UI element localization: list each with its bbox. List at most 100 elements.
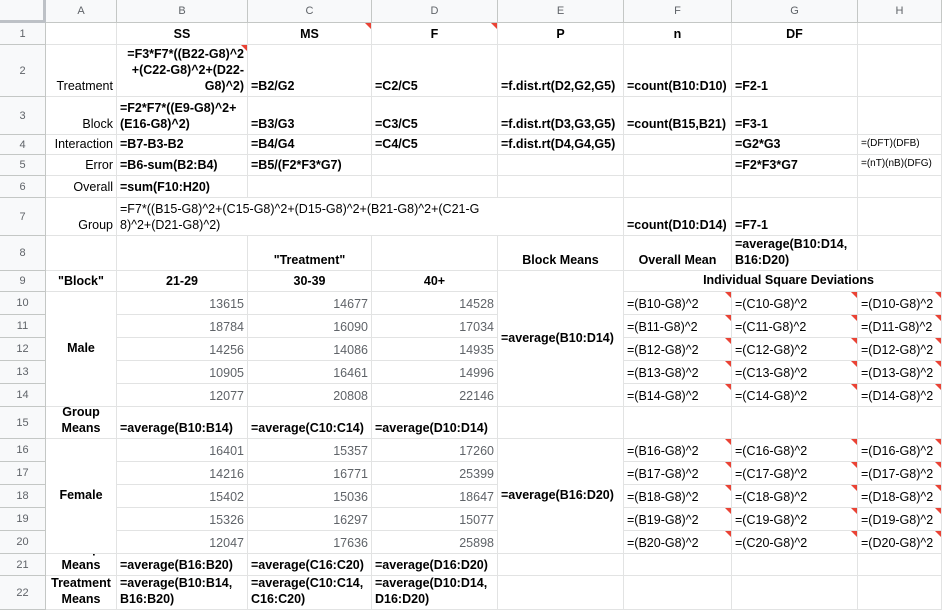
cell-G12[interactable]: =(C12-G8)^2	[732, 338, 858, 361]
cell-C1[interactable]: MS	[248, 23, 372, 45]
cell-B3[interactable]: =F2*F7*((E9-G8)^2+ (E16-G8)^2)	[117, 97, 248, 135]
cell-D1[interactable]: F	[372, 23, 498, 45]
cell-H11[interactable]: =(D11-G8)^2	[858, 315, 942, 338]
row-header-12[interactable]: 12	[0, 338, 46, 361]
row-header-1[interactable]: 1	[0, 23, 46, 45]
cell-C11[interactable]: 16090	[248, 315, 372, 338]
cell-G9[interactable]: Individual Square Deviations	[636, 271, 942, 292]
cell-A6[interactable]: Overall	[46, 176, 117, 198]
column-header-D[interactable]: D	[372, 0, 498, 23]
cell-B5[interactable]: =B6-sum(B2:B4)	[117, 155, 248, 176]
cell-H20[interactable]: =(D20-G8)^2	[858, 531, 942, 554]
cell-B4[interactable]: =B7-B3-B2	[117, 135, 248, 155]
row-header-4[interactable]: 4	[0, 135, 46, 155]
cell-F16[interactable]: =(B16-G8)^2	[624, 439, 732, 462]
cell-A16[interactable]: Female	[46, 439, 117, 554]
column-header-E[interactable]: E	[498, 0, 624, 23]
cell-A21[interactable]: Group Means	[46, 554, 117, 576]
cell-F21[interactable]	[624, 554, 732, 576]
cell-G19[interactable]: =(C19-G8)^2	[732, 508, 858, 531]
cell-C16[interactable]: 15357	[248, 439, 372, 462]
column-header-A[interactable]: A	[46, 0, 117, 23]
cell-B14[interactable]: 12077	[117, 384, 248, 407]
cell-B18[interactable]: 15402	[117, 485, 248, 508]
cell-C3[interactable]: =B3/G3	[248, 97, 372, 135]
cell-F7[interactable]: =count(D10:D14)	[624, 198, 732, 236]
cell-B2[interactable]: =F3*F7*((B22-G8)^2 +(C22-G8)^2+(D22- G8)…	[117, 45, 248, 97]
cell-D19[interactable]: 15077	[372, 508, 498, 531]
cell-H5[interactable]: =(nT)(nB)(DFG)	[858, 155, 942, 176]
cell-H8[interactable]	[858, 236, 942, 271]
cell-G13[interactable]: =(C13-G8)^2	[732, 361, 858, 384]
cell-C9[interactable]: 30-39	[248, 271, 372, 292]
cell-C8[interactable]: "Treatment"	[248, 236, 372, 271]
cell-E15[interactable]	[498, 407, 624, 439]
cell-E2[interactable]: =f.dist.rt(D2,G2,G5)	[498, 45, 624, 97]
cell-F13[interactable]: =(B13-G8)^2	[624, 361, 732, 384]
cell-H22[interactable]	[858, 576, 942, 610]
row-header-14[interactable]: 14	[0, 384, 46, 407]
cell-F12[interactable]: =(B12-G8)^2	[624, 338, 732, 361]
cell-H17[interactable]: =(D17-G8)^2	[858, 462, 942, 485]
cell-G16[interactable]: =(C16-G8)^2	[732, 439, 858, 462]
row-header-2[interactable]: 2	[0, 45, 46, 97]
column-header-F[interactable]: F	[624, 0, 732, 23]
cell-B10[interactable]: 13615	[117, 292, 248, 315]
cell-A10[interactable]: Male	[46, 292, 117, 407]
cell-H16[interactable]: =(D16-G8)^2	[858, 439, 942, 462]
cell-C2[interactable]: =B2/G2	[248, 45, 372, 97]
cell-A15[interactable]: Group Means	[46, 407, 117, 439]
cell-H21[interactable]	[858, 554, 942, 576]
row-header-20[interactable]: 20	[0, 531, 46, 554]
cell-H15[interactable]	[858, 407, 942, 439]
cell-D16[interactable]: 17260	[372, 439, 498, 462]
cell-A5[interactable]: Error	[46, 155, 117, 176]
cell-B7[interactable]: =F7*((B15-G8)^2+(C15-G8)^2+(D15-G8)^2+(B…	[117, 198, 624, 236]
column-header-C[interactable]: C	[248, 0, 372, 23]
cell-F3[interactable]: =count(B15,B21)	[624, 97, 732, 135]
cell-G8[interactable]: =average(B10:D14, B16:D20)	[732, 236, 858, 271]
cell-G10[interactable]: =(C10-G8)^2	[732, 292, 858, 315]
cell-H2[interactable]	[858, 45, 942, 97]
cell-H4[interactable]: =(DFT)(DFB)	[858, 135, 942, 155]
column-header-G[interactable]: G	[732, 0, 858, 23]
cell-H7[interactable]	[858, 198, 942, 236]
cell-H13[interactable]: =(D13-G8)^2	[858, 361, 942, 384]
cell-F11[interactable]: =(B11-G8)^2	[624, 315, 732, 338]
cell-D3[interactable]: =C3/C5	[372, 97, 498, 135]
cell-D13[interactable]: 14996	[372, 361, 498, 384]
cell-C21[interactable]: =average(C16:C20)	[248, 554, 372, 576]
cell-G2[interactable]: =F2-1	[732, 45, 858, 97]
cell-G5[interactable]: =F2*F3*G7	[732, 155, 858, 176]
cell-C15[interactable]: =average(C10:C14)	[248, 407, 372, 439]
cell-E8[interactable]: Block Means	[498, 236, 624, 271]
cell-F8[interactable]: Overall Mean	[624, 236, 732, 271]
cell-D20[interactable]: 25898	[372, 531, 498, 554]
cell-A2[interactable]: Treatment	[46, 45, 117, 97]
cell-H10[interactable]: =(D10-G8)^2	[858, 292, 942, 315]
cell-B17[interactable]: 14216	[117, 462, 248, 485]
cell-F2[interactable]: =count(B10:D10)	[624, 45, 732, 97]
cell-B6[interactable]: =sum(F10:H20)	[117, 176, 248, 198]
cell-C17[interactable]: 16771	[248, 462, 372, 485]
cell-D10[interactable]: 14528	[372, 292, 498, 315]
cell-D5[interactable]	[372, 155, 498, 176]
cell-D2[interactable]: =C2/C5	[372, 45, 498, 97]
cell-D9[interactable]: 40+	[372, 271, 498, 292]
cell-G22[interactable]	[732, 576, 858, 610]
cell-E22[interactable]	[498, 576, 624, 610]
cell-F19[interactable]: =(B19-G8)^2	[624, 508, 732, 531]
cell-E1[interactable]: P	[498, 23, 624, 45]
cell-A1[interactable]	[46, 23, 117, 45]
cell-G3[interactable]: =F3-1	[732, 97, 858, 135]
cell-A3[interactable]: Block	[46, 97, 117, 135]
cell-H14[interactable]: =(D14-G8)^2	[858, 384, 942, 407]
cell-C14[interactable]: 20808	[248, 384, 372, 407]
cell-G1[interactable]: DF	[732, 23, 858, 45]
cell-E4[interactable]: =f.dist.rt(D4,G4,G5)	[498, 135, 624, 155]
cell-E9[interactable]: =average(B10:D14)	[498, 271, 624, 407]
row-header-17[interactable]: 17	[0, 462, 46, 485]
row-header-13[interactable]: 13	[0, 361, 46, 384]
row-header-15[interactable]: 15	[0, 407, 46, 439]
cell-F18[interactable]: =(B18-G8)^2	[624, 485, 732, 508]
